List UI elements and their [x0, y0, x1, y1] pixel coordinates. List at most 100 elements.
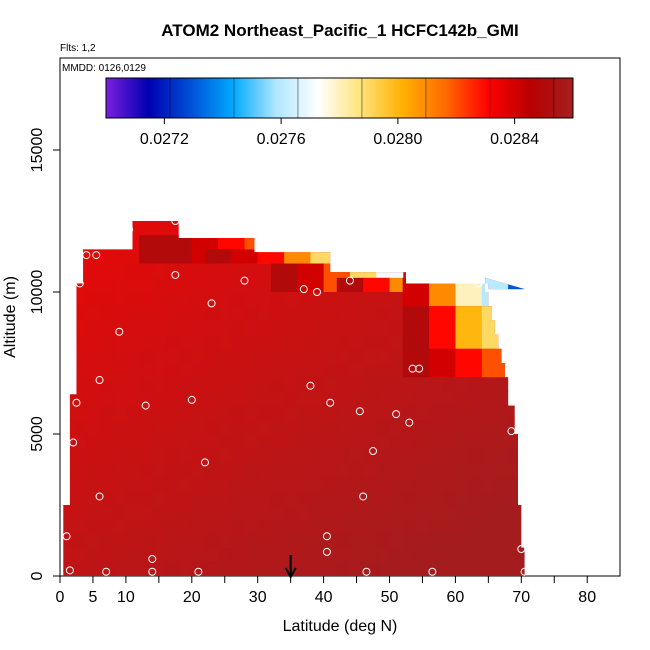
heatmap-band — [402, 277, 430, 307]
heatmap-cell — [442, 249, 456, 265]
heatmap-cell — [191, 434, 206, 449]
heatmap-cell — [231, 476, 246, 492]
heatmap-cell — [112, 221, 127, 236]
heatmap-cell — [125, 249, 140, 265]
heatmap-cell — [165, 320, 180, 336]
heatmap-cell — [323, 306, 338, 321]
heatmap-cell — [336, 476, 351, 492]
heatmap-cell — [468, 249, 483, 265]
heatmap-cell — [178, 277, 193, 293]
heatmap-cell — [297, 476, 311, 492]
heatmap-cell — [297, 221, 311, 236]
heatmap-cell — [86, 476, 101, 492]
heatmap-cell — [323, 320, 338, 336]
heatmap-cell — [257, 519, 272, 534]
heatmap-cell — [508, 505, 522, 520]
heatmap-cell — [152, 448, 166, 463]
heatmap-cell — [521, 405, 525, 421]
heatmap-cell — [442, 490, 456, 506]
heatmap-cell — [468, 391, 483, 407]
heatmap-cell — [204, 462, 219, 478]
heatmap-cell — [468, 221, 483, 222]
heatmap-cell — [284, 490, 298, 506]
heatmap-cell — [389, 533, 404, 549]
heatmap-cell — [218, 363, 232, 378]
heatmap-cell — [468, 419, 483, 435]
heatmap-cell — [152, 434, 166, 449]
heatmap-band — [508, 306, 525, 349]
heatmap-cell — [218, 533, 232, 549]
heatmap-cell — [152, 519, 166, 534]
heatmap-cell — [99, 462, 114, 478]
heatmap-cell — [63, 476, 74, 492]
heatmap-cell — [125, 377, 140, 392]
heatmap-cell — [165, 334, 180, 350]
heatmap-cell — [494, 292, 509, 307]
heatmap-cell — [494, 377, 509, 392]
sample-point — [326, 398, 335, 407]
heatmap-cell — [297, 419, 311, 435]
heatmap-cell — [481, 221, 496, 222]
chart-title: ATOM2 Northeast_Pacific_1 HCFC142b_GMI — [161, 21, 518, 40]
heatmap-cell — [336, 249, 351, 265]
heatmap-cell — [455, 249, 470, 265]
heatmap-cell — [139, 533, 153, 549]
heatmap-cell — [376, 561, 390, 576]
heatmap-cell — [494, 235, 509, 250]
heatmap-cell — [297, 221, 311, 222]
heatmap-cell — [139, 505, 153, 520]
heatmap-cell — [244, 434, 259, 449]
heatmap-cell — [73, 561, 87, 576]
heatmap-cell — [429, 263, 443, 279]
heatmap-cell — [63, 292, 74, 307]
heatmap-cell — [257, 363, 272, 378]
heatmap-cell — [270, 490, 285, 506]
heatmap-cell — [191, 277, 206, 293]
heatmap-cell — [139, 320, 153, 336]
heatmap-cell — [63, 434, 74, 449]
heatmap-cell — [494, 519, 509, 534]
heatmap-cell — [244, 334, 259, 350]
heatmap-cell — [99, 249, 114, 265]
heatmap-cell — [468, 462, 483, 478]
heatmap-cell — [231, 263, 246, 279]
heatmap-cell — [257, 348, 272, 364]
heatmap-cell — [284, 462, 298, 478]
heatmap-cell — [63, 334, 74, 350]
heatmap-cell — [389, 235, 404, 250]
heatmap-cell — [508, 263, 522, 279]
heatmap-cell — [415, 263, 430, 279]
heatmap-cell — [521, 377, 525, 392]
heatmap-cell — [165, 462, 180, 478]
heatmap-cell — [508, 561, 522, 576]
heatmap-cell — [402, 490, 417, 506]
heatmap-cell — [402, 561, 417, 576]
heatmap-cell — [204, 490, 219, 506]
heatmap-cell — [86, 334, 101, 350]
heatmap-cell — [99, 391, 114, 407]
x-axis: 0 5 10 20 30 40 50 60 70 80 — [56, 576, 596, 606]
heatmap-cell — [521, 221, 525, 222]
heatmap-cell — [125, 476, 140, 492]
heatmap-cell — [310, 462, 325, 478]
heatmap-cell — [442, 547, 456, 563]
heatmap-cell — [86, 391, 101, 407]
heatmap-cell — [521, 476, 525, 492]
heatmap-cell — [152, 221, 166, 236]
heatmap-cell — [310, 533, 325, 549]
heatmap-cell — [415, 377, 430, 392]
heatmap-band — [402, 306, 430, 349]
heatmap-cell — [178, 263, 193, 279]
heatmap-cell — [389, 306, 404, 321]
heatmap-cell — [336, 348, 351, 364]
heatmap-cell — [218, 448, 232, 463]
heatmap-cell — [376, 547, 390, 563]
heatmap-cell — [63, 221, 74, 222]
heatmap-cell — [257, 221, 272, 236]
heatmap-cell — [429, 490, 443, 506]
heatmap-cell — [349, 348, 364, 364]
x-tick-label: 70 — [512, 589, 530, 606]
heatmap-cell — [442, 505, 456, 520]
heatmap-cell — [257, 561, 272, 576]
heatmap-band — [336, 277, 364, 292]
